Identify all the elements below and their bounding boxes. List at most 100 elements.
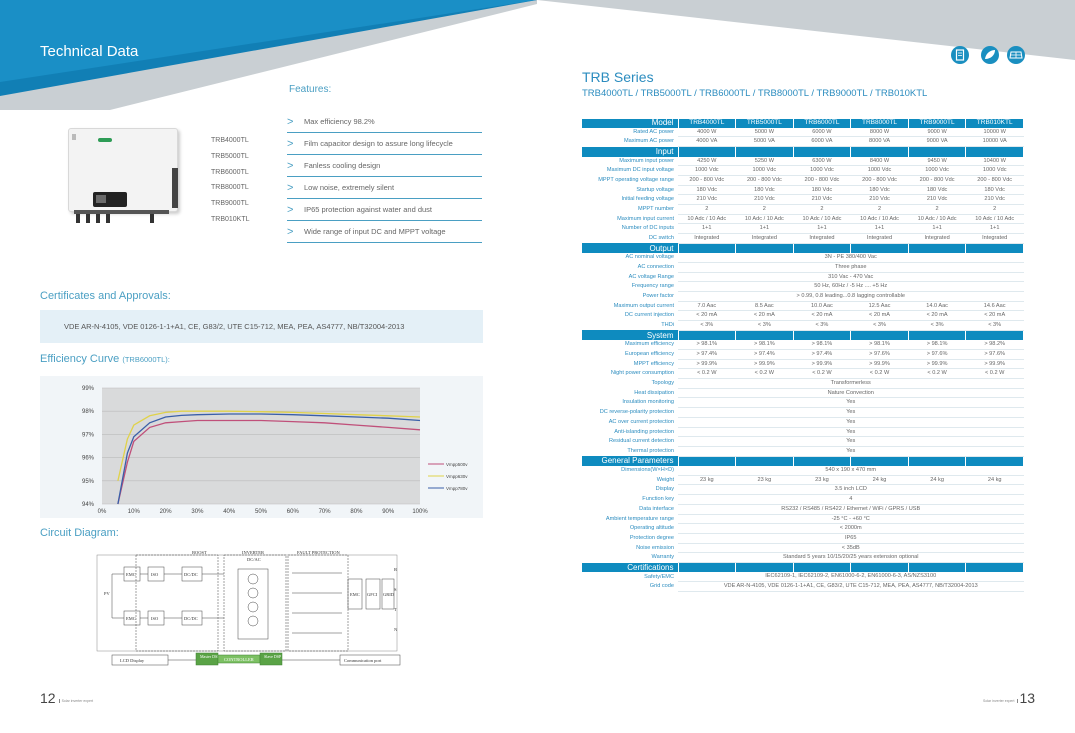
row-label: Safety/EMC [644,573,674,580]
table-header-row: Model TRB4000TL TRB5000TL TRB6000TL TRB8000T… [582,119,1024,128]
row-label: Topology [651,380,674,387]
row-value: 310 Vac - 470 Vac [678,272,1024,283]
row-label: Night power consumption [610,370,674,377]
cell-value: 24 kg [965,475,1024,486]
cell-value: 10.0 Aac [793,301,851,312]
table-row: Heat dissipation Nature Convection [582,388,1024,399]
cell-value: 180 Vdc [735,185,794,196]
table-row: MPPT number 2 2 2 2 2 2 [582,204,1024,215]
certificates-title: Certificates and Approvals: [40,290,171,302]
cell-value: < 20 mA [735,310,794,322]
cell-value: 6000 W [793,127,851,138]
cell-value: Integrated [965,233,1024,244]
row-value: Nature Convection [678,388,1024,399]
row-value: Yes [678,436,1024,447]
cell-value: 5000 VA [735,136,794,148]
cell-value: 200 - 800 Vdc [965,175,1024,186]
cell-value: 10000 VA [965,136,1024,148]
emc-label: EMC [350,592,360,597]
feature-item: > IP65 protection against water and dust [287,199,482,221]
cell-value: > 99.9% [735,359,794,370]
feature-text: IP65 protection against water and dust [304,205,432,214]
circuit-title: Circuit Diagram: [40,527,119,539]
cell-value: 200 - 800 Vdc [793,175,851,186]
row-value: < 35dB [678,543,1024,554]
row-value: > 0.99, 0.8 leading...0.8 lagging contro… [678,291,1024,302]
row-label: MPPT operating voltage range [598,176,674,183]
cell-value: < 0.2 W [850,368,909,380]
row-label: Insulation monitoring [622,399,674,406]
y-tick-label: 94% [82,502,95,508]
table-row: Topology Transformerless [582,378,1024,389]
row-label: DC switch [648,235,674,242]
controller-label: CONTROLLER [224,657,254,662]
row-value: -25 °C - +60 °C [678,514,1024,525]
row-label: Warranty [651,554,674,561]
arrow-icon: > [287,137,294,150]
cell-value: 7.0 Aac [678,301,736,312]
x-tick-label: 70% [319,509,332,515]
row-label: Ambient temperature range [605,515,674,522]
t-label: T [394,607,397,612]
row-label: Maximum AC power [623,138,674,145]
row-label: THDi [661,322,674,329]
row-value: Standard 5 years 10/15/20/25 years exten… [678,552,1024,564]
legend-label: Vmpp500v [446,462,468,467]
cell-value: 10 Adc / 10 Adc [678,214,736,225]
row-label: AC nominal voltage [625,254,674,261]
cell-value: > 97.6% [908,349,966,360]
arrow-icon: > [287,159,294,172]
header-band-left [0,0,537,110]
cell-value: 5000 W [735,127,794,138]
boost-label: BOOST [192,550,207,555]
cell-value: 1+1 [965,223,1024,235]
x-tick-label: 20% [160,509,173,515]
cell-value: 210 Vdc [908,194,966,206]
x-tick-label: 100% [412,509,428,515]
section-title: General Parameters [582,456,679,467]
feature-item: > Film capacitor design to assure long li… [287,133,482,155]
row-label: MPPT efficiency [633,360,674,367]
table-row: AC voltage Range 310 Vac - 470 Vac [582,272,1024,283]
cell-value: 4250 W [678,156,736,167]
table-row: Maximum efficiency > 98.1% > 98.1% > 98.1% >… [582,340,1024,350]
cell-value: > 98.1% [850,340,909,350]
model-name: TRB4000TL [211,137,249,144]
certificates-text: VDE AR-N-4105, VDE 0126-1-1+A1, CE, G83/… [64,322,405,331]
row-label: Power factor [642,293,674,300]
r-label: R [394,567,397,572]
table-row: Grid code VDE AR-N-4105, VDE 0126-1-1+A1,… [582,581,1024,592]
table-row: AC over current protection Yes [582,417,1024,428]
row-label: Weight [656,476,674,483]
x-tick-label: 10% [128,509,141,515]
row-label: Initial feeding voltage [621,196,674,203]
arrow-icon: > [287,181,294,194]
cell-value: 180 Vdc [908,185,966,196]
cell-value: < 3% [908,320,966,331]
table-row: MPPT operating voltage range 200 - 800 Vd… [582,175,1024,186]
cell-value: 14.6 Aac [965,301,1024,312]
cell-value: 180 Vdc [850,185,909,196]
x-tick-label: 90% [382,509,395,515]
cell-value: < 20 mA [678,310,736,322]
row-value: Yes [678,427,1024,438]
cell-value: 12.5 Aac [850,301,909,312]
cell-value: 23 kg [793,475,851,486]
table-row: AC nominal voltage 3N - PE 380/400 Vac [582,253,1024,263]
cell-value: 2 [678,204,736,215]
iso-label: ISO [151,616,159,621]
model-header: TRB8000TL [850,119,909,128]
cell-value: < 3% [965,320,1024,331]
cell-value: > 98.1% [678,340,736,350]
model-header: TRB010KTL [965,119,1024,128]
gfci-label: GFCI [367,592,378,597]
row-label: Maximum input power [619,157,674,164]
cell-value: 1+1 [908,223,966,235]
cell-value: < 20 mA [908,310,966,322]
certificates-box: VDE AR-N-4105, VDE 0126-1-1+A1, CE, G83/… [40,310,483,343]
efficiency-title-text: Efficiency Curve [40,353,120,365]
row-label: Number of DC inputs [621,225,674,232]
row-label: Residual current detection [609,438,674,445]
cell-value: > 98.1% [793,340,851,350]
product-image [62,128,182,226]
